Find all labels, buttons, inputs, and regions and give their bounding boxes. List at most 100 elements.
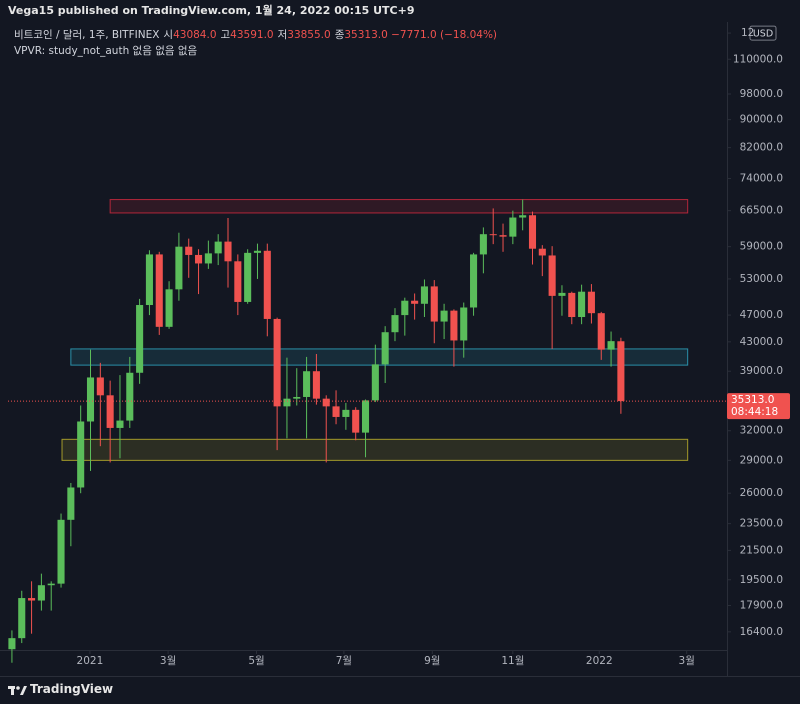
candle-body [293, 396, 301, 399]
candle-body [548, 255, 556, 296]
candle-body [96, 377, 104, 396]
zone [109, 199, 689, 214]
candle-body [597, 313, 605, 350]
y-tick-label: 21500.0 [740, 544, 783, 556]
zone [61, 438, 689, 461]
candle-body [303, 371, 311, 397]
x-tick-label: 3월 [679, 655, 695, 667]
y-tick-label: 98000.0 [740, 88, 783, 100]
candle-body [528, 215, 537, 249]
candle-body [28, 598, 36, 601]
x-tick-label: 5월 [248, 655, 264, 667]
field-name: 고 [220, 29, 231, 41]
candle-body [273, 318, 281, 407]
candle-body [322, 398, 330, 407]
candle-body [558, 292, 566, 296]
y-tick-label: 32000.0 [740, 425, 783, 437]
candle-body [332, 406, 340, 417]
field-name: 저 [277, 29, 288, 41]
candle-body [578, 291, 586, 318]
candle-body [244, 252, 252, 302]
y-tick-label: 12 [741, 27, 754, 39]
zones [61, 199, 689, 461]
logo [8, 686, 27, 695]
candle-body [342, 409, 350, 417]
y-tick-label: 26000.0 [740, 487, 783, 499]
candle-body [126, 372, 134, 421]
y-tick-label: 19500.0 [740, 574, 783, 586]
countdown: 08:44:18 [731, 406, 778, 418]
x-tick-label: 2021 [77, 655, 104, 667]
candle-body [587, 291, 595, 314]
x-tick-label: 9월 [424, 655, 440, 667]
candle-body [47, 583, 55, 586]
symbol: 비트코인 / 달러, 1주, BITFINEX [14, 29, 160, 41]
candle-body [214, 241, 222, 254]
candle-body [312, 371, 320, 399]
change: −7771.0 (−18.04%) [391, 29, 498, 41]
candle-body [450, 310, 458, 341]
y-tick-label: 53000.0 [740, 273, 783, 285]
candle-body [253, 250, 262, 253]
field-value: 43591.0 [230, 29, 274, 41]
candle-body [617, 341, 625, 402]
x-tick-label: 2022 [586, 655, 613, 667]
candle-body [77, 421, 85, 488]
ohlc-fields: 시43084.0 고43591.0 저33855.0 종35313.0 [159, 29, 387, 41]
candle-body [499, 235, 507, 237]
candle-body [283, 398, 291, 407]
y-tick-label: 43000.0 [740, 336, 783, 348]
candle-body [420, 286, 428, 304]
candle-body [440, 310, 448, 322]
y-tick-label: 82000.0 [740, 142, 783, 154]
candle-body [470, 254, 478, 308]
footer-brand: TradingView [30, 682, 114, 696]
publish-line: Vega15 published on TradingView.com, 1월 … [0, 0, 800, 22]
candle-body [165, 289, 173, 327]
x-tick-label: 3월 [160, 655, 176, 667]
y-tick-label: 90000.0 [740, 114, 783, 126]
y-tick-label: 39000.0 [740, 365, 783, 377]
zone [70, 348, 689, 366]
last-price-label: 35313.0 [731, 394, 774, 406]
y-tick-label: 23500.0 [740, 518, 783, 530]
candle-body [391, 315, 399, 333]
candle-body [185, 246, 193, 255]
candle-body [401, 300, 409, 316]
candle-body [381, 332, 389, 365]
candle-body [195, 254, 203, 264]
candle-body [607, 341, 615, 350]
candle-body [67, 487, 75, 520]
y-tick-label: 59000.0 [740, 241, 783, 253]
candle-body [430, 286, 438, 322]
candle-body [489, 234, 497, 236]
indicator: VPVR: study_not_auth 없음 없음 없음 [14, 45, 198, 57]
candle-body [86, 377, 95, 422]
candle-body [106, 395, 114, 428]
candle-body [538, 248, 546, 256]
candle-body [155, 254, 163, 327]
candle-body [519, 215, 527, 218]
candle-body [234, 261, 242, 302]
candle-body [352, 409, 360, 433]
x-tick-label: 11월 [501, 655, 524, 667]
field-value: 33855.0 [287, 29, 331, 41]
y-tick-label: 110000.0 [733, 53, 783, 65]
candle-body [411, 300, 419, 304]
candle-body [460, 307, 468, 341]
legend-line: 비트코인 / 달러, 1주, BITFINEX 시43084.0 고43591.0 저… [14, 27, 497, 43]
y-tick-label: 66500.0 [740, 205, 783, 217]
candle-body [57, 519, 65, 584]
last-price-badge [727, 393, 790, 420]
candle-body [568, 292, 576, 318]
footer: TradingView [0, 676, 800, 704]
x-tick-label: 7월 [336, 655, 352, 667]
candle-body [371, 364, 379, 401]
candle-body [263, 250, 271, 319]
y-tick-label: 29000.0 [740, 454, 783, 466]
candle-body [509, 217, 517, 237]
y-tick-label: 17900.0 [740, 600, 783, 612]
